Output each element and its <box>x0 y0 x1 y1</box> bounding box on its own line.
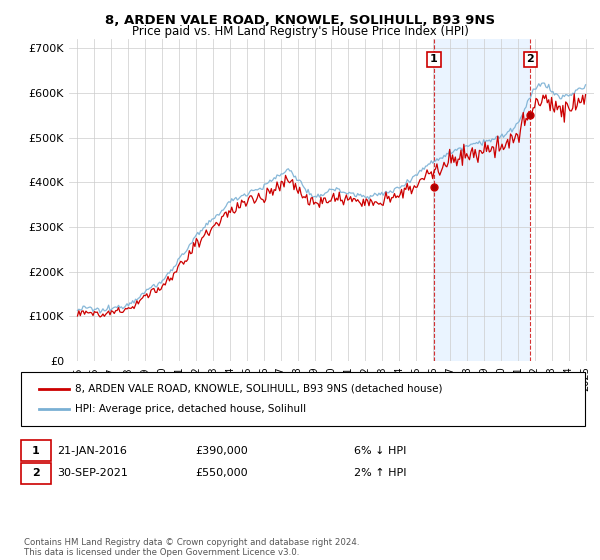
Text: HPI: Average price, detached house, Solihull: HPI: Average price, detached house, Soli… <box>75 404 306 414</box>
Text: 1: 1 <box>430 54 438 64</box>
Text: 2: 2 <box>32 468 40 478</box>
Text: 1: 1 <box>32 446 40 456</box>
Text: Contains HM Land Registry data © Crown copyright and database right 2024.
This d: Contains HM Land Registry data © Crown c… <box>24 538 359 557</box>
Text: 6% ↓ HPI: 6% ↓ HPI <box>354 446 406 456</box>
Text: 21-JAN-2016: 21-JAN-2016 <box>57 446 127 456</box>
Text: 8, ARDEN VALE ROAD, KNOWLE, SOLIHULL, B93 9NS (detached house): 8, ARDEN VALE ROAD, KNOWLE, SOLIHULL, B9… <box>75 384 443 394</box>
Text: £390,000: £390,000 <box>195 446 248 456</box>
Text: £550,000: £550,000 <box>195 468 248 478</box>
Text: 2: 2 <box>527 54 535 64</box>
Text: Price paid vs. HM Land Registry's House Price Index (HPI): Price paid vs. HM Land Registry's House … <box>131 25 469 38</box>
Bar <box>434 39 530 361</box>
Text: 8, ARDEN VALE ROAD, KNOWLE, SOLIHULL, B93 9NS: 8, ARDEN VALE ROAD, KNOWLE, SOLIHULL, B9… <box>105 14 495 27</box>
Text: 30-SEP-2021: 30-SEP-2021 <box>57 468 128 478</box>
Text: 2% ↑ HPI: 2% ↑ HPI <box>354 468 407 478</box>
